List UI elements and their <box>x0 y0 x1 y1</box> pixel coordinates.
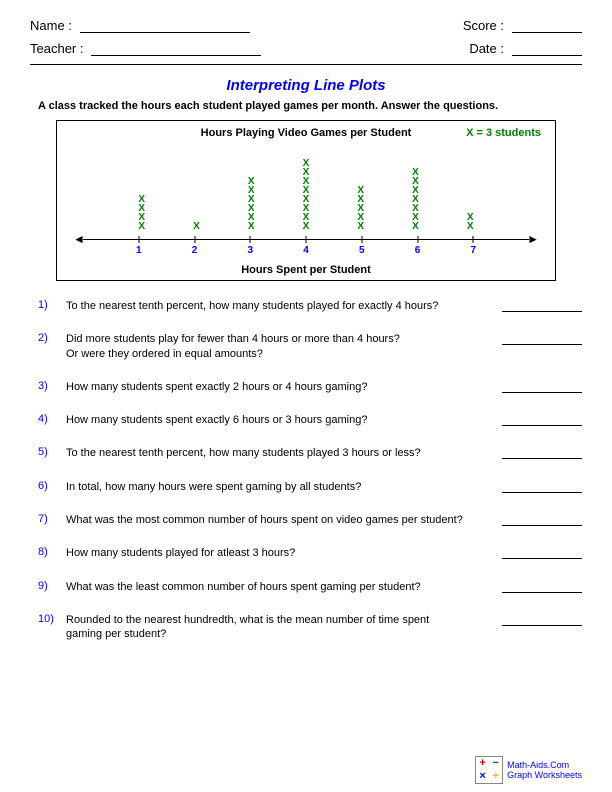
axis-tick <box>138 236 139 243</box>
answer-blank[interactable] <box>502 413 582 426</box>
question-row: 3)How many students spent exactly 2 hour… <box>38 380 582 394</box>
answer-blank[interactable] <box>502 546 582 559</box>
score-label: Score : <box>463 18 504 33</box>
axis-tick-label: 6 <box>415 245 421 256</box>
x-mark-icon: X <box>193 222 200 231</box>
logo-cell: ÷ <box>489 770 502 783</box>
plot-title: Hours Playing Video Games per Student <box>201 127 412 139</box>
header-row-2: Teacher : Date : <box>30 41 582 56</box>
logo-cell: + <box>476 757 489 770</box>
line-plot: Hours Playing Video Games per Student X … <box>56 120 556 281</box>
name-label: Name : <box>30 18 72 33</box>
logo-cell: × <box>476 770 489 783</box>
axis-tick-label: 7 <box>470 245 476 256</box>
logo-cell: − <box>489 757 502 770</box>
question-number: 6) <box>38 480 66 492</box>
answer-blank[interactable] <box>502 580 582 593</box>
plot-area: XXXXXXXXXXXXXXXXXXXXXXXXXXXXXXXXX <box>87 141 525 231</box>
question-number: 10) <box>38 613 66 625</box>
date-blank[interactable] <box>512 42 582 56</box>
question-list: 1)To the nearest tenth percent, how many… <box>38 299 582 642</box>
question-row: 6)In total, how many hours were spent ga… <box>38 480 582 494</box>
x-mark-icon: X <box>412 222 419 231</box>
x-mark-icon: X <box>303 222 310 231</box>
question-text: How many students spent exactly 6 hours … <box>66 413 496 427</box>
plot-axis: ◄ ► 1234567 <box>73 231 539 249</box>
axis-tick-label: 3 <box>247 245 253 256</box>
question-row: 9)What was the least common number of ho… <box>38 580 582 594</box>
plot-column: XXXXXX <box>248 177 255 231</box>
plot-axis-title: Hours Spent per Student <box>67 264 545 276</box>
question-row: 4)How many students spent exactly 6 hour… <box>38 413 582 427</box>
question-text: In total, how many hours were spent gami… <box>66 480 496 494</box>
axis-tick <box>306 236 307 243</box>
date-label: Date : <box>469 41 504 56</box>
page-subtitle: A class tracked the hours each student p… <box>38 100 582 112</box>
axis-tick <box>361 236 362 243</box>
footer-site: Math-Aids.Com <box>507 760 582 770</box>
teacher-blank[interactable] <box>91 42 261 56</box>
page-title: Interpreting Line Plots <box>30 77 582 94</box>
answer-blank[interactable] <box>502 513 582 526</box>
axis-tick-label: 4 <box>303 245 309 256</box>
x-mark-icon: X <box>248 222 255 231</box>
question-number: 2) <box>38 332 66 344</box>
plot-column: XXXXXXXX <box>303 159 310 231</box>
answer-blank[interactable] <box>502 613 582 626</box>
teacher-label: Teacher : <box>30 41 83 56</box>
axis-tick-label: 5 <box>359 245 365 256</box>
question-number: 3) <box>38 380 66 392</box>
answer-blank[interactable] <box>502 332 582 345</box>
plot-column: XXXXXXX <box>412 168 419 231</box>
plot-column: XX <box>467 213 474 231</box>
question-number: 5) <box>38 446 66 458</box>
divider <box>30 64 582 65</box>
question-row: 7)What was the most common number of hou… <box>38 513 582 527</box>
plot-column: XXXX <box>138 195 145 231</box>
question-row: 10)Rounded to the nearest hundredth, wha… <box>38 613 582 642</box>
question-row: 2)Did more students play for fewer than … <box>38 332 582 361</box>
question-number: 1) <box>38 299 66 311</box>
arrow-right-icon: ► <box>527 234 539 244</box>
question-text: How many students played for atleast 3 h… <box>66 546 496 560</box>
question-text: What was the most common number of hours… <box>66 513 496 527</box>
question-row: 8)How many students played for atleast 3… <box>38 546 582 560</box>
answer-blank[interactable] <box>502 380 582 393</box>
answer-blank[interactable] <box>502 480 582 493</box>
question-row: 1)To the nearest tenth percent, how many… <box>38 299 582 313</box>
footer-section: Graph Worksheets <box>507 770 582 780</box>
question-text: What was the least common number of hour… <box>66 580 496 594</box>
question-number: 4) <box>38 413 66 425</box>
question-text: Rounded to the nearest hundredth, what i… <box>66 613 496 642</box>
question-text: How many students spent exactly 2 hours … <box>66 380 496 394</box>
axis-tick <box>194 236 195 243</box>
score-blank[interactable] <box>512 19 582 33</box>
plot-column: XXXXX <box>357 186 364 231</box>
name-blank[interactable] <box>80 19 250 33</box>
question-text: Did more students play for fewer than 4 … <box>66 332 496 361</box>
question-number: 8) <box>38 546 66 558</box>
question-number: 7) <box>38 513 66 525</box>
question-text: To the nearest tenth percent, how many s… <box>66 446 496 460</box>
x-mark-icon: X <box>138 222 145 231</box>
question-text: To the nearest tenth percent, how many s… <box>66 299 496 313</box>
footer: +−×÷ Math-Aids.Com Graph Worksheets <box>475 756 582 784</box>
plot-column: X <box>193 222 200 231</box>
answer-blank[interactable] <box>502 446 582 459</box>
question-number: 9) <box>38 580 66 592</box>
math-aids-logo-icon: +−×÷ <box>475 756 503 784</box>
axis-tick-label: 1 <box>136 245 142 256</box>
question-row: 5)To the nearest tenth percent, how many… <box>38 446 582 460</box>
x-mark-icon: X <box>357 222 364 231</box>
axis-tick <box>473 236 474 243</box>
axis-tick-label: 2 <box>192 245 198 256</box>
plot-legend: X = 3 students <box>466 127 541 139</box>
header-row-1: Name : Score : <box>30 18 582 33</box>
axis-tick <box>417 236 418 243</box>
x-mark-icon: X <box>467 222 474 231</box>
answer-blank[interactable] <box>502 299 582 312</box>
axis-tick <box>250 236 251 243</box>
